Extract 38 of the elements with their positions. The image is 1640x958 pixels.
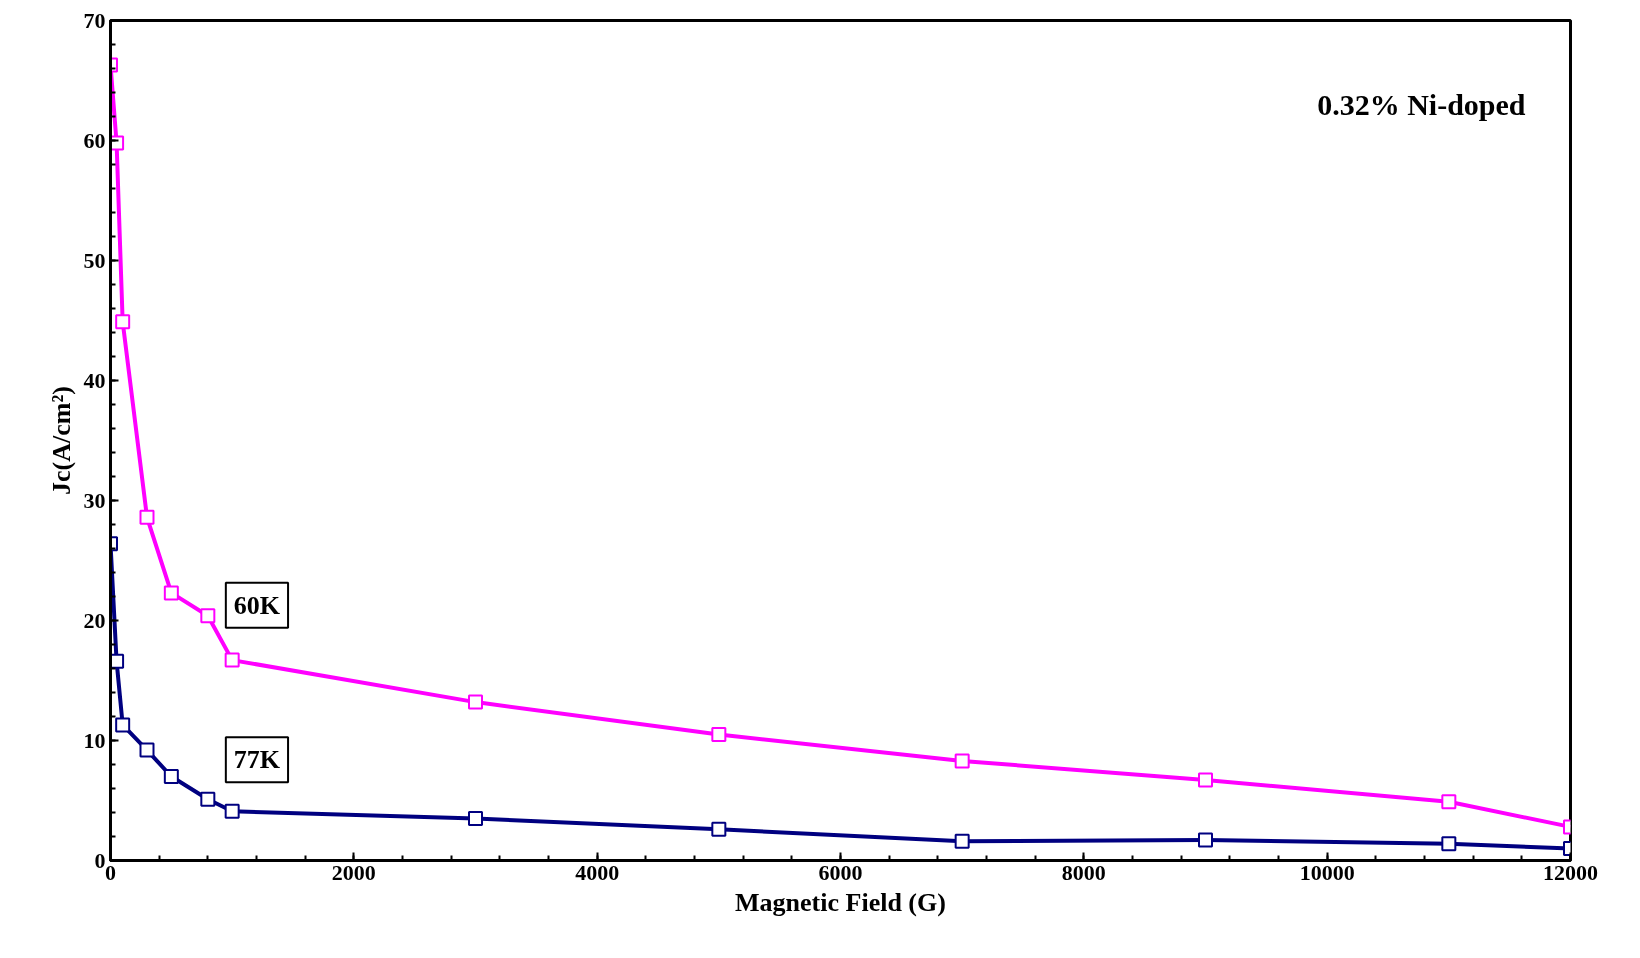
point bbox=[224, 803, 240, 819]
x-tick-label: 10000 bbox=[1299, 859, 1355, 885]
point bbox=[1198, 832, 1213, 848]
y-tick-label: 10 bbox=[83, 727, 106, 753]
y-tick-label: 40 bbox=[83, 367, 106, 393]
x-tick-label: 2000 bbox=[331, 859, 376, 885]
y-axis-title: Jc(A/cm²) bbox=[46, 386, 76, 495]
point bbox=[711, 727, 727, 742]
point bbox=[139, 742, 155, 758]
point bbox=[139, 509, 155, 525]
y-tick-label: 30 bbox=[83, 487, 106, 513]
series-label: 60K bbox=[233, 590, 281, 620]
y-tick-label: 60 bbox=[83, 127, 106, 153]
series-label: 77K bbox=[233, 745, 281, 775]
y-tick-label: 20 bbox=[83, 607, 106, 633]
point bbox=[954, 833, 970, 849]
annotation: 0.32% Ni-doped bbox=[1317, 87, 1526, 121]
point bbox=[163, 769, 179, 784]
point bbox=[468, 694, 483, 710]
point bbox=[200, 791, 216, 807]
x-tick-label: 6000 bbox=[818, 859, 863, 885]
point bbox=[1198, 772, 1213, 788]
x-tick-label: 8000 bbox=[1061, 859, 1106, 885]
point bbox=[115, 314, 131, 330]
point bbox=[1441, 794, 1457, 810]
x-tick-label: 12000 bbox=[1543, 859, 1598, 885]
y-tick-label: 70 bbox=[83, 7, 106, 33]
point bbox=[115, 717, 131, 733]
point bbox=[954, 753, 970, 769]
x-tick-label: 4000 bbox=[575, 859, 620, 885]
point bbox=[1441, 836, 1457, 852]
point bbox=[200, 608, 216, 624]
point bbox=[224, 652, 240, 668]
point bbox=[468, 811, 483, 826]
y-tick-label: 50 bbox=[83, 247, 106, 273]
point bbox=[163, 585, 179, 601]
point bbox=[711, 821, 727, 837]
x-axis-title: Magnetic Field (G) bbox=[735, 887, 946, 917]
